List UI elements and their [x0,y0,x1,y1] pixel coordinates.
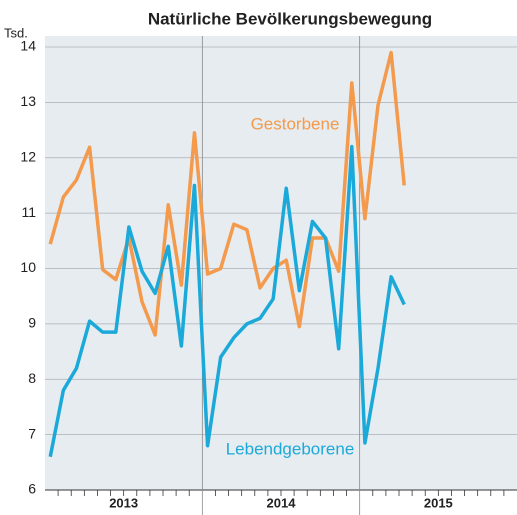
y-tick-label: 7 [28,425,36,441]
y-tick-label: 8 [28,370,36,386]
y-tick-label: 9 [28,315,36,331]
year-label: 2014 [267,495,297,510]
series-label: Lebendgeborene [226,439,355,458]
series-line [48,144,406,458]
year-label: 2013 [109,495,138,510]
y-tick-label: 11 [21,204,36,220]
y-unit: Tsd. [4,25,28,40]
y-tick-label: 14 [20,38,36,54]
chart-title: Natürliche Bevölkerungsbewegung [148,9,432,28]
y-tick-label: 13 [20,93,36,109]
y-tick-label: 6 [28,481,36,497]
year-label: 2015 [424,495,453,510]
series-line [48,50,406,337]
y-tick-label: 12 [20,148,36,164]
y-tick-label: 10 [20,259,36,275]
series-label: Gestorbene [251,114,340,133]
